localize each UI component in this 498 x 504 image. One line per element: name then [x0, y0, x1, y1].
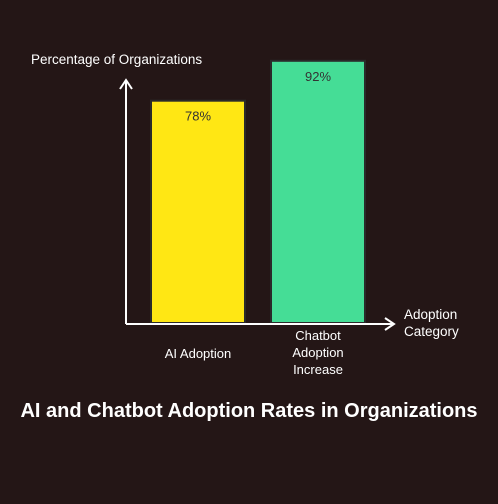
x-axis-title: Adoption Category: [404, 307, 459, 339]
bar-chart: 78% 92% Percentage of Organizations Adopt…: [31, 52, 459, 377]
y-axis-arrow: [119, 78, 133, 90]
y-axis-title: Percentage of Organizations: [31, 52, 202, 67]
chart-title: AI and Chatbot Adoption Rates in Organiz…: [20, 400, 478, 422]
axes-group: [119, 78, 396, 331]
bar-0: [150, 99, 246, 324]
bar-1: [270, 59, 366, 325]
category-label: AI Adoption: [165, 346, 232, 361]
category-label: Chatbot Adoption Increase: [292, 328, 343, 377]
bar-value-label: 92%: [305, 69, 331, 84]
bars-group: 78% 92%: [150, 59, 366, 325]
x-axis-arrow: [384, 317, 396, 331]
category-labels: AI Adoption Chatbot Adoption Increase: [165, 328, 344, 377]
bar-value-label: 78%: [185, 109, 211, 124]
